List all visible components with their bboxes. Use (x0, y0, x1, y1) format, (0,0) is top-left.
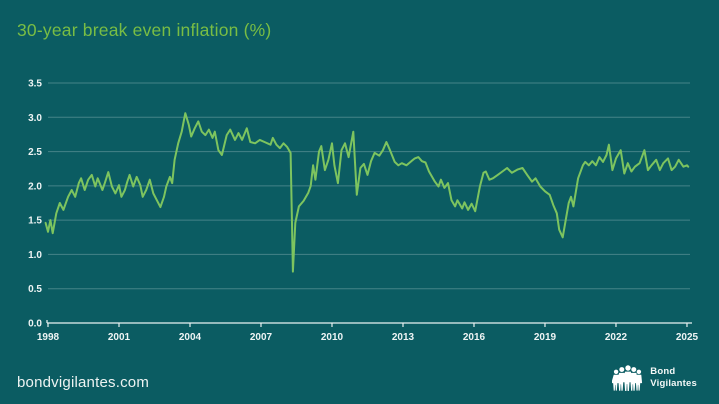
x-tick-label: 2010 (321, 332, 344, 343)
x-tick-label: 2019 (534, 332, 557, 343)
series-line (44, 112, 690, 273)
x-tick-label: 2007 (250, 332, 273, 343)
x-tick-label: 2013 (392, 332, 415, 343)
y-tick-label: 2.5 (28, 147, 42, 158)
y-tick-label: 0.0 (28, 319, 42, 330)
y-tick-label: 0.5 (28, 284, 42, 295)
x-tick-label: 2016 (463, 332, 486, 343)
x-tick-label: 2022 (605, 332, 628, 343)
people-group-icon (612, 362, 643, 393)
y-tick-label: 1.0 (28, 250, 42, 261)
x-tick-label: 2004 (179, 332, 202, 343)
bond-vigilantes-logo: Bond Vigilantes (612, 362, 697, 393)
y-tick-label: 1.5 (28, 216, 42, 227)
logo-line1: Bond (650, 366, 676, 378)
x-tick-label: 1998 (37, 332, 60, 343)
y-tick-label: 3.5 (28, 79, 42, 90)
x-tick-label: 2025 (676, 332, 699, 343)
y-tick-label: 2.0 (28, 181, 42, 192)
x-tick-label: 2001 (108, 332, 131, 343)
logo-wordmark: Bond Vigilantes (650, 366, 697, 389)
chart-title: 30-year break even inflation (%) (17, 20, 272, 40)
y-tick-label: 3.0 (28, 113, 42, 124)
logo-line2: Vigilantes (650, 377, 697, 389)
footer-url: bondvigilantes.com (17, 374, 150, 391)
